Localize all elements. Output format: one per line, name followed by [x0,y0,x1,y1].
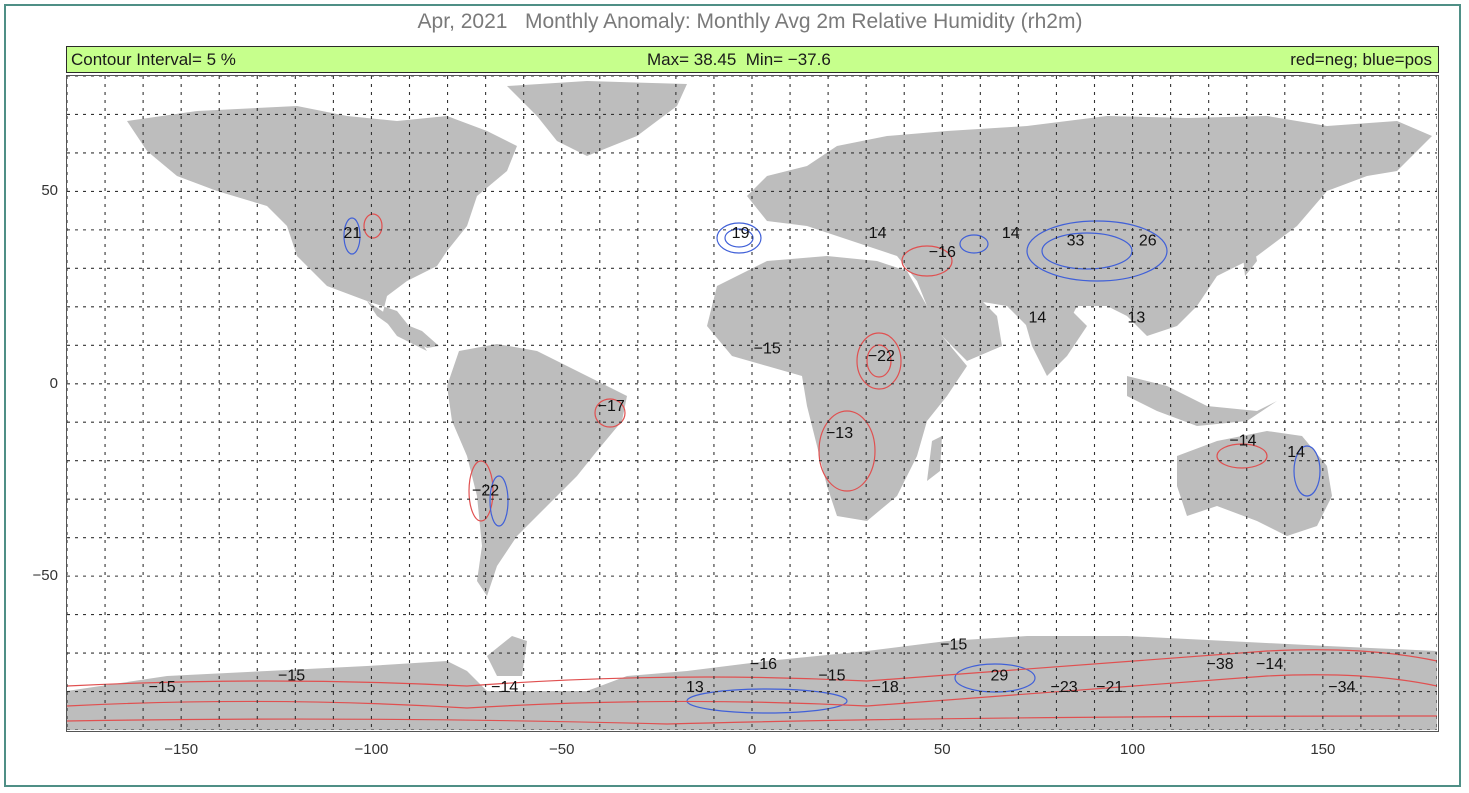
contour-label: −14 [491,679,518,696]
contour-pos-andes [489,475,509,527]
contour-label: 13 [1127,310,1145,327]
x-tick-label: 100 [1120,741,1146,758]
contour-neg-east-africa-inner [866,344,892,378]
contour-label: 14 [1002,225,1020,242]
contour-interval-text: Contour Interval= 5 % [71,50,236,69]
contour-label: −15 [754,340,781,357]
contour-label: −17 [598,398,625,415]
land-antarctic-peninsula [487,636,527,676]
contour-neg-east-africa [856,332,902,390]
contour-pos-australia [1293,445,1321,497]
map-title: Apr, 2021 Monthly Anomaly: Monthly Avg 2… [417,10,1083,33]
contour-label: −15 [940,637,967,654]
max-min-text: Max= 38.45 Min= −37.6 [647,50,831,69]
contour-label: 29 [990,667,1008,684]
land-india [1022,306,1087,376]
contour-label: −13 [826,425,853,442]
land-antarctica [67,636,1437,730]
contour-label: 13 [686,679,704,696]
land-indonesia [1127,376,1277,426]
contour-neg-australia [1216,443,1268,469]
contour-label: −15 [818,667,845,684]
contour-neg-antarctic-band-2 [67,674,1437,709]
contour-pos-iberia-inner [724,228,754,248]
contour-lines [67,213,1437,725]
map-plot-area: 21 19 14 −16 14 33 26 14 13 −15 −22 −17 −13 −22 −14 14 −… [66,75,1439,732]
contour-label: −21 [1096,679,1123,696]
contour-label: 14 [1287,444,1305,461]
contour-neg-southern-africa [818,410,876,492]
contour-label: −18 [872,679,899,696]
contour-neg-iran [901,245,953,277]
contour-label: 14 [869,225,887,242]
contour-label: −16 [929,244,956,261]
contour-pos-tibet [1026,220,1168,282]
contour-pos-rockies [343,217,361,255]
contour-label: −16 [750,656,777,673]
contour-neg-central-us [363,213,383,239]
contour-label: −14 [1256,656,1283,673]
contour-neg-brazil [594,398,626,428]
land-madagascar [927,436,942,481]
color-legend-text: red=neg; blue=pos [1290,50,1432,69]
land-greenland [507,81,687,156]
x-tick-label: −50 [548,741,575,758]
contour-label: 26 [1139,233,1157,250]
world-map: 21 19 14 −16 14 33 26 14 13 −15 −22 −17 −13 −22 −14 14 −… [67,76,1437,730]
info-banner: Contour Interval= 5 % Max= 38.45 Min= −3… [66,46,1439,73]
land-central-america [367,301,439,348]
graticule [67,76,1437,730]
contour-neg-andes [468,460,494,522]
contour-label: 33 [1067,233,1085,250]
contour-label: 14 [1029,310,1047,327]
land-masses [67,81,1437,730]
contour-label: 21 [344,225,362,242]
y-tick-label: 50 [41,182,58,200]
contour-label: −23 [1050,679,1077,696]
x-tick-label: 0 [747,741,757,758]
contour-neg-antarctic-band-3 [67,715,1437,725]
x-tick-label: −100 [354,741,389,758]
contour-pos-tibet-inner [1041,232,1133,270]
land-africa [707,256,967,521]
y-tick-label: −50 [32,567,58,585]
contour-label: −15 [149,679,176,696]
land-japan [1242,236,1257,276]
y-tick-label: 0 [49,374,58,392]
land-north-america [127,106,517,351]
x-tick-label: 150 [1310,741,1336,758]
contour-pos-iberia [716,222,762,254]
contour-neg-antarctic-band-1 [67,649,1437,687]
contour-label: −22 [472,483,499,500]
contour-label: −15 [278,667,305,684]
contour-label: −14 [1229,433,1256,450]
contour-label: −22 [868,348,895,365]
land-australia [1177,431,1332,536]
land-eurasia [747,116,1432,356]
contour-value-labels: 21 19 14 −16 14 33 26 14 13 −15 −22 −17 −13 −22 −14 14 −… [149,225,1356,696]
contour-label: −38 [1207,656,1234,673]
land-south-america [447,344,627,596]
contour-label: 19 [732,225,750,242]
contour-pos-caspian [959,234,989,254]
x-tick-label: −150 [164,741,199,758]
x-tick-label: 50 [933,741,951,758]
contour-label: −34 [1328,679,1355,696]
